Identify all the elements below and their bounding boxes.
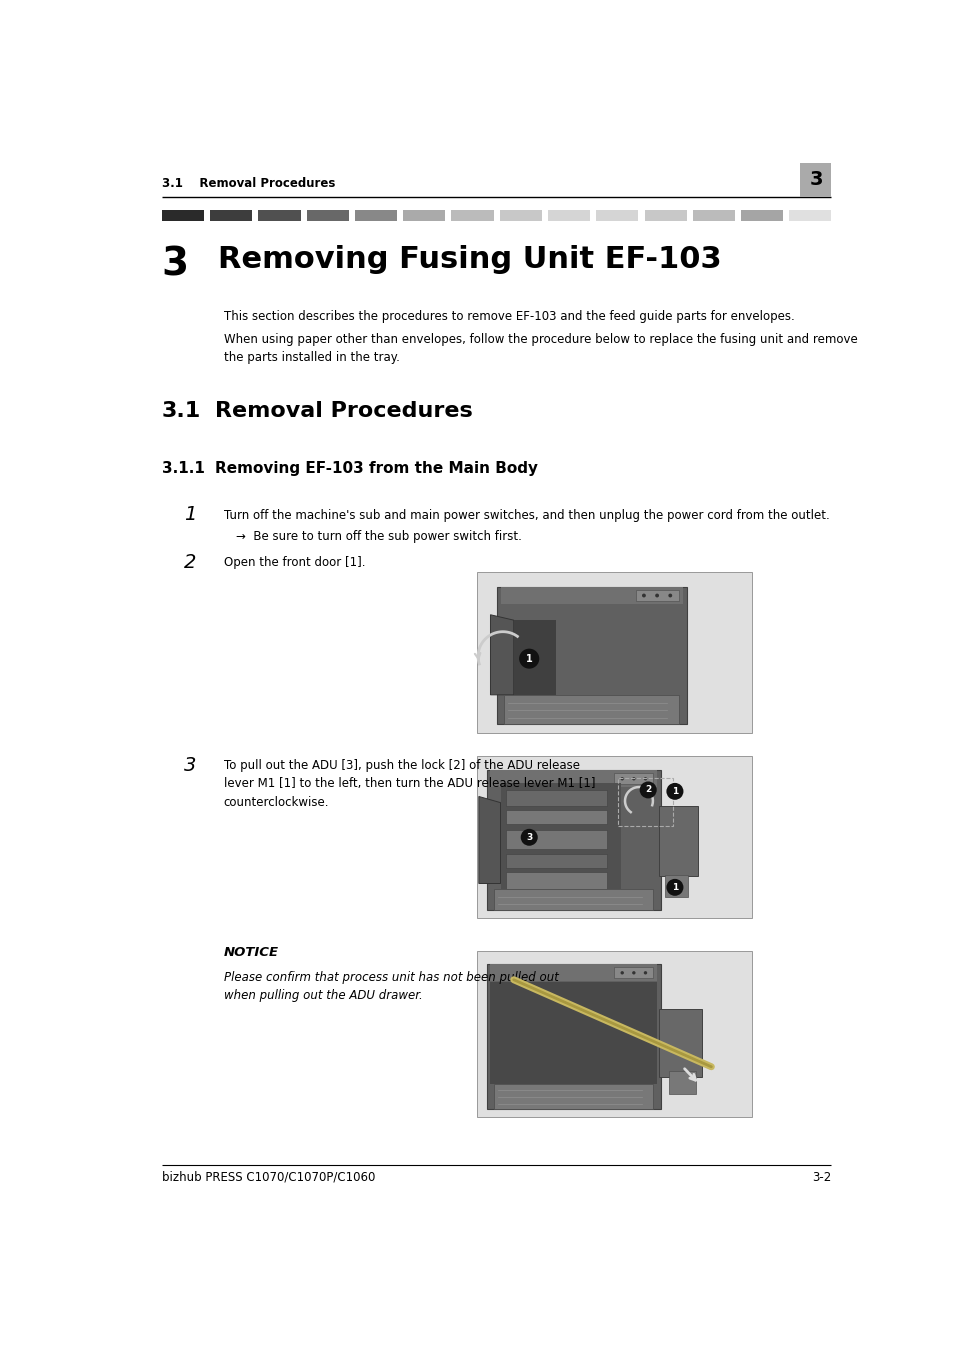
Bar (403, 209, 445, 220)
Text: 1: 1 (525, 653, 532, 664)
Bar (486, 964, 660, 1110)
Text: 3.1: 3.1 (162, 401, 201, 421)
Bar (513, 620, 556, 695)
Polygon shape (478, 796, 500, 883)
Text: 3.1.1: 3.1.1 (162, 460, 205, 475)
Circle shape (643, 971, 646, 975)
Bar (490, 964, 657, 981)
Text: the parts installed in the tray.: the parts installed in the tray. (224, 351, 399, 364)
Bar (618, 778, 672, 826)
Bar (664, 875, 687, 896)
Text: 3: 3 (525, 833, 532, 842)
Bar (788, 209, 831, 220)
Text: →  Be sure to turn off the sub power switch first.: → Be sure to turn off the sub power swit… (235, 531, 521, 543)
Text: To pull out the ADU [3], push the lock [2] of the ADU release: To pull out the ADU [3], push the lock [… (224, 759, 579, 772)
Text: 3.1    Removal Procedures: 3.1 Removal Procedures (162, 177, 335, 190)
Circle shape (632, 971, 635, 975)
Circle shape (619, 778, 623, 780)
Bar (659, 806, 698, 876)
Bar (500, 587, 682, 603)
Bar (451, 209, 493, 220)
Text: Removal Procedures: Removal Procedures (214, 401, 472, 421)
Text: This section describes the procedures to remove EF-103 and the feed guide parts : This section describes the procedures to… (224, 310, 794, 323)
Text: counterclockwise.: counterclockwise. (224, 795, 329, 809)
Text: Removing EF-103 from the Main Body: Removing EF-103 from the Main Body (214, 460, 537, 475)
Bar (505, 830, 606, 849)
Circle shape (668, 594, 672, 598)
Text: lever M1 [1] to the left, then turn the ADU release lever M1 [1]: lever M1 [1] to the left, then turn the … (224, 778, 595, 790)
Bar (306, 209, 349, 220)
Circle shape (655, 594, 659, 598)
Bar (614, 774, 653, 784)
Circle shape (643, 778, 646, 780)
Bar (486, 771, 660, 910)
Bar (636, 590, 679, 601)
Text: 3: 3 (808, 170, 821, 189)
Bar (476, 952, 752, 1116)
Bar (692, 209, 734, 220)
Text: 1: 1 (671, 883, 678, 892)
Circle shape (641, 594, 645, 598)
Bar (162, 209, 204, 220)
Text: 3: 3 (162, 246, 189, 284)
Text: 1: 1 (671, 787, 678, 796)
Circle shape (632, 778, 635, 780)
Text: 3: 3 (183, 756, 195, 775)
Bar (547, 209, 590, 220)
Text: when pulling out the ADU drawer.: when pulling out the ADU drawer. (224, 990, 422, 1002)
Bar (497, 587, 686, 724)
Bar (505, 872, 606, 888)
Text: Removing Fusing Unit EF-103: Removing Fusing Unit EF-103 (217, 246, 720, 274)
Bar (505, 810, 606, 825)
Bar (505, 790, 606, 806)
Text: When using paper other than envelopes, follow the procedure below to replace the: When using paper other than envelopes, f… (224, 333, 857, 346)
Bar (210, 209, 252, 220)
Bar (740, 209, 782, 220)
Text: Please confirm that process unit has not been pulled out: Please confirm that process unit has not… (224, 971, 558, 984)
Bar (476, 756, 752, 918)
Bar (500, 783, 620, 888)
Bar (668, 1071, 695, 1094)
Polygon shape (490, 614, 513, 695)
Bar (355, 209, 396, 220)
Bar (504, 695, 679, 724)
Bar (494, 888, 653, 910)
Text: Turn off the machine's sub and main power switches, and then unplug the power co: Turn off the machine's sub and main powe… (224, 509, 829, 521)
Circle shape (666, 879, 682, 896)
Text: bizhub PRESS C1070/C1070P/C1060: bizhub PRESS C1070/C1070P/C1060 (162, 1170, 375, 1184)
Bar (659, 1008, 701, 1077)
Text: 1: 1 (183, 505, 195, 524)
Text: Open the front door [1].: Open the front door [1]. (224, 556, 365, 570)
Bar (614, 968, 653, 979)
Text: NOTICE: NOTICE (224, 946, 278, 958)
Bar (505, 855, 606, 868)
Text: 3-2: 3-2 (811, 1170, 831, 1184)
Text: 2: 2 (644, 786, 651, 794)
Text: 2: 2 (183, 554, 195, 572)
Circle shape (619, 971, 623, 975)
Bar (596, 209, 638, 220)
Circle shape (520, 829, 537, 845)
Circle shape (666, 783, 682, 799)
Bar (490, 771, 657, 787)
Bar (499, 209, 541, 220)
Bar (476, 571, 752, 733)
Bar (644, 209, 686, 220)
Bar (490, 981, 657, 1084)
Bar (258, 209, 300, 220)
Bar (494, 1084, 653, 1110)
Circle shape (518, 648, 538, 668)
Bar (800, 163, 831, 197)
Circle shape (639, 782, 656, 798)
